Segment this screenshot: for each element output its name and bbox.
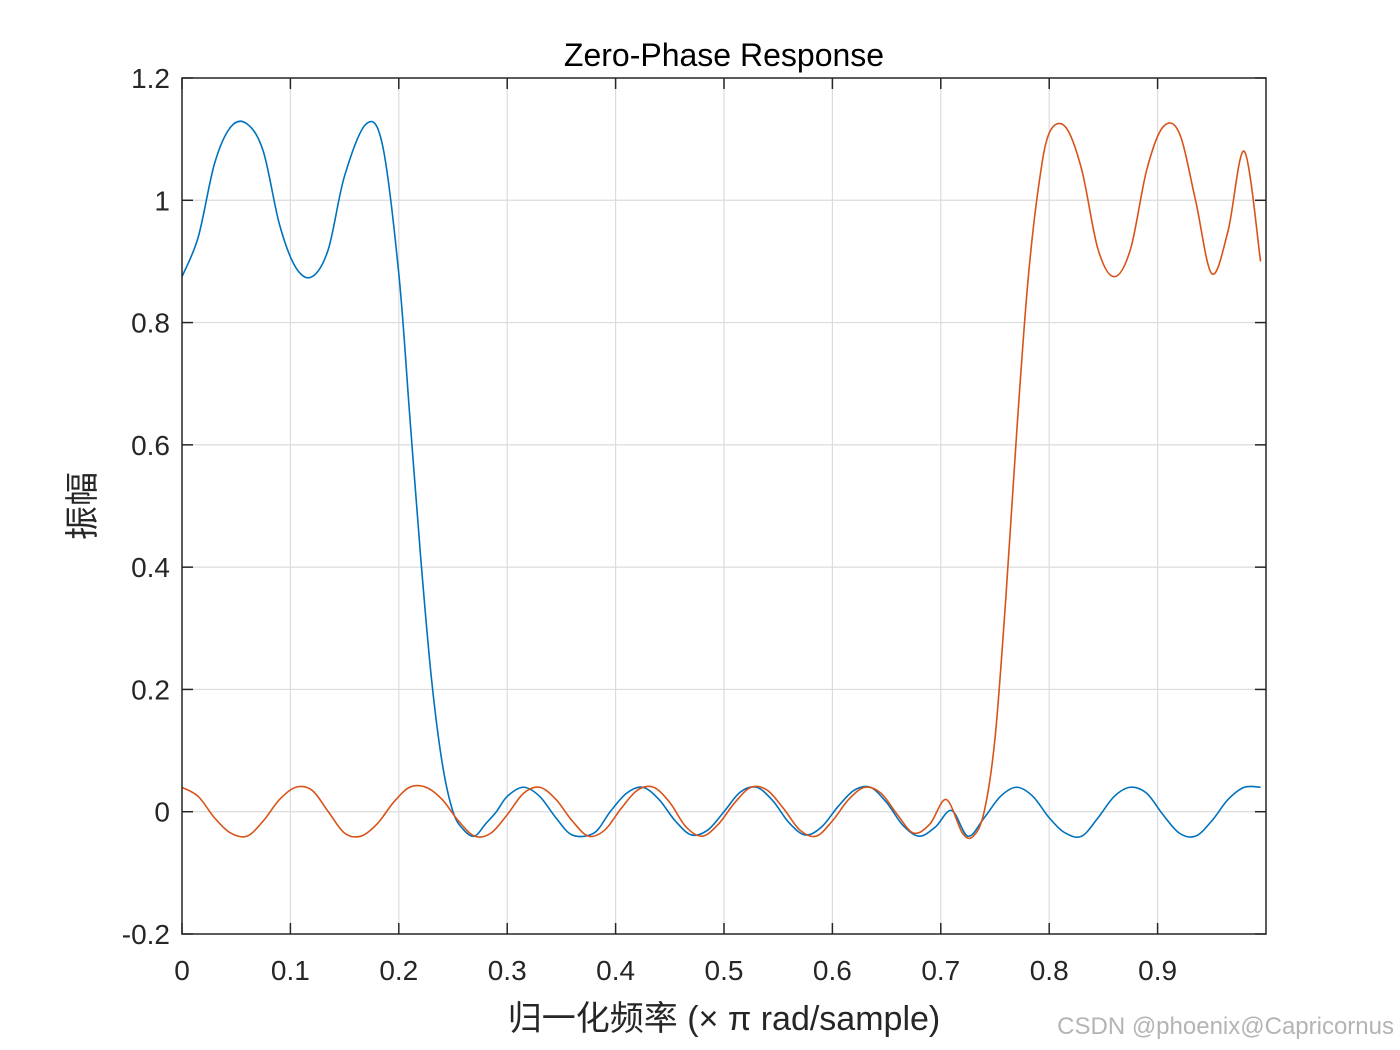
x-tick-label: 0.7 (921, 955, 960, 986)
y-tick-label: 0.6 (131, 430, 170, 461)
x-axis-label: 归一化频率 (× π rad/sample) (508, 1000, 941, 1038)
series-layer (181, 120, 1262, 840)
y-axis-label: 振幅 (64, 472, 102, 540)
x-tick-label: 0.2 (379, 955, 418, 986)
y-tick-label: -0.2 (122, 919, 170, 950)
x-tick-label: 0 (174, 955, 190, 986)
y-ticks: -0.2 0 0.2 0.4 0.6 0.8 1 1.2 (122, 63, 1266, 950)
y-tick-label: 0.8 (131, 308, 170, 339)
x-tick-label: 0.4 (596, 955, 635, 986)
x-ticks: 0 0.1 0.2 0.3 0.4 0.5 0.6 0.7 0.8 0.9 (174, 78, 1177, 986)
y-tick-label: 1 (154, 185, 170, 216)
x-tick-label: 0.6 (813, 955, 852, 986)
series-line-1 (181, 120, 1261, 838)
x-tick-label: 0.1 (271, 955, 310, 986)
x-tick-label: 0.8 (1030, 955, 1069, 986)
x-tick-label: 0.3 (488, 955, 527, 986)
chart-title: Zero-Phase Response (564, 37, 884, 73)
y-tick-label: 0.2 (131, 674, 170, 705)
y-tick-label: 0 (154, 797, 170, 828)
series-line-2 (181, 122, 1262, 840)
x-tick-label: 0.9 (1138, 955, 1177, 986)
x-tick-label: 0.5 (705, 955, 744, 986)
watermark: CSDN @phoenix@Capricornus (1057, 1013, 1394, 1040)
grid (182, 78, 1266, 934)
y-tick-label: 0.4 (131, 552, 170, 583)
y-tick-label: 1.2 (131, 63, 170, 94)
